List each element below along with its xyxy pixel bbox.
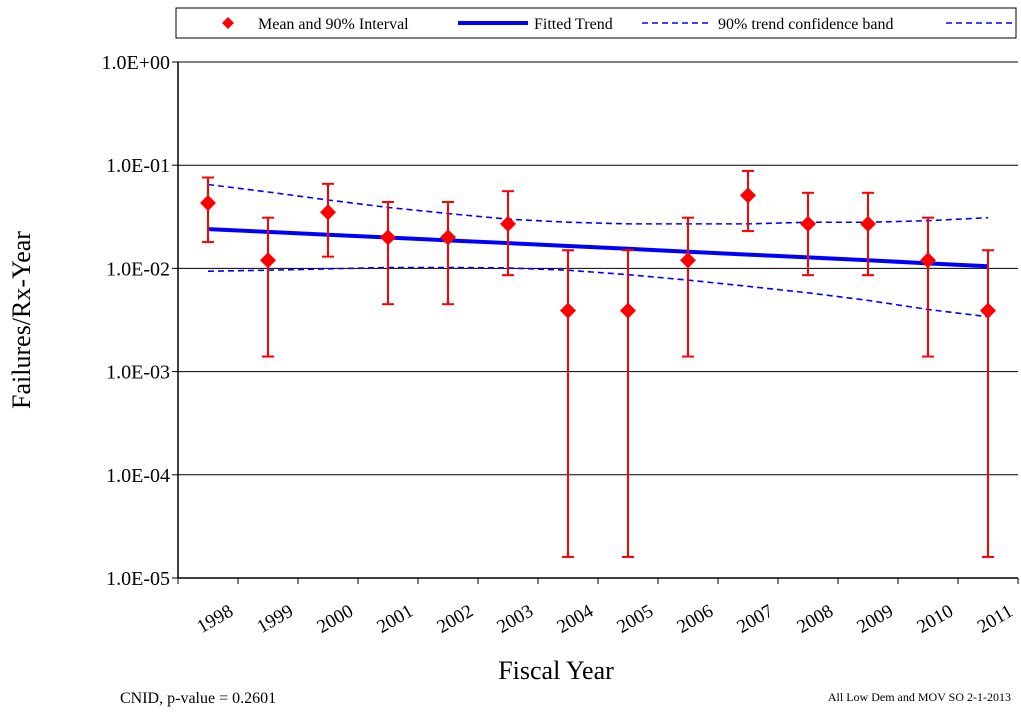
mean-point <box>380 229 396 246</box>
x-tick-label: 2006 <box>674 601 717 638</box>
x-tick-label: 2008 <box>794 601 837 638</box>
x-tick-labels: 1998 1999 2000 2001 2002 2003 2004 2005 2006 2007… <box>194 600 1017 637</box>
x-tick-label: 2010 <box>914 601 957 638</box>
band-lower-line <box>207 266 989 318</box>
x-tick-label: 2005 <box>614 601 657 638</box>
mean-point <box>560 302 576 319</box>
mean-point <box>860 215 876 232</box>
y-axis-title: Failures/Rx-Year <box>7 231 36 409</box>
trend-line <box>207 227 989 269</box>
y-tick-label: 1.0E+00 <box>102 52 171 74</box>
mean-point <box>260 252 276 269</box>
mean-point <box>740 187 756 204</box>
legend-box <box>175 7 1017 39</box>
x-axis-title: Fiscal Year <box>498 656 614 685</box>
mean-point <box>440 229 456 246</box>
band-upper-line <box>207 183 989 225</box>
gridlines <box>178 61 1018 476</box>
x-tick-label: 2007 <box>734 601 777 638</box>
x-tick-label: 2004 <box>554 600 598 637</box>
x-tick-label: 2011 <box>974 601 1017 638</box>
x-tick-label: 1998 <box>194 601 237 638</box>
x-tick-label: 2000 <box>314 601 357 638</box>
y-tick-labels: 1.0E-05 1.0E-04 1.0E-03 1.0E-02 1.0E-01 1.0E+… <box>102 52 171 590</box>
x-tick-label: 2009 <box>854 601 897 638</box>
legend: Mean and 90% Interval Fitted Trend 90% t… <box>175 7 1017 39</box>
mean-points <box>200 169 996 558</box>
y-tick-label: 1.0E-05 <box>106 568 170 590</box>
axes <box>172 61 1019 584</box>
mean-point <box>980 302 996 319</box>
legend-mean-marker <box>222 17 234 29</box>
legend-band-label: 90% trend confidence band <box>718 16 893 33</box>
y-tick-label: 1.0E-04 <box>106 465 170 487</box>
fitted-trend <box>207 227 989 269</box>
legend-trend-label: Fitted Trend <box>534 16 613 33</box>
footer-right: All Low Dem and MOV SO 2-1-2013 <box>828 690 1011 704</box>
mean-point <box>620 302 636 319</box>
footer-left: CNID, p-value = 0.2601 <box>120 690 276 707</box>
mean-point <box>320 204 336 221</box>
y-tick-label: 1.0E-01 <box>106 155 170 177</box>
x-tick-label: 2002 <box>434 601 477 638</box>
mean-point <box>200 195 216 212</box>
y-tick-label: 1.0E-02 <box>106 258 170 280</box>
mean-point <box>500 215 516 232</box>
mean-point <box>800 215 816 232</box>
x-tick-label: 1999 <box>254 601 297 638</box>
mean-point <box>920 252 936 269</box>
y-tick-label: 1.0E-03 <box>106 362 170 384</box>
confidence-band <box>207 183 989 318</box>
mean-point <box>680 252 696 269</box>
legend-mean-label: Mean and 90% Interval <box>258 16 409 33</box>
x-tick-label: 2003 <box>494 601 537 638</box>
x-tick-label: 2001 <box>374 601 417 638</box>
